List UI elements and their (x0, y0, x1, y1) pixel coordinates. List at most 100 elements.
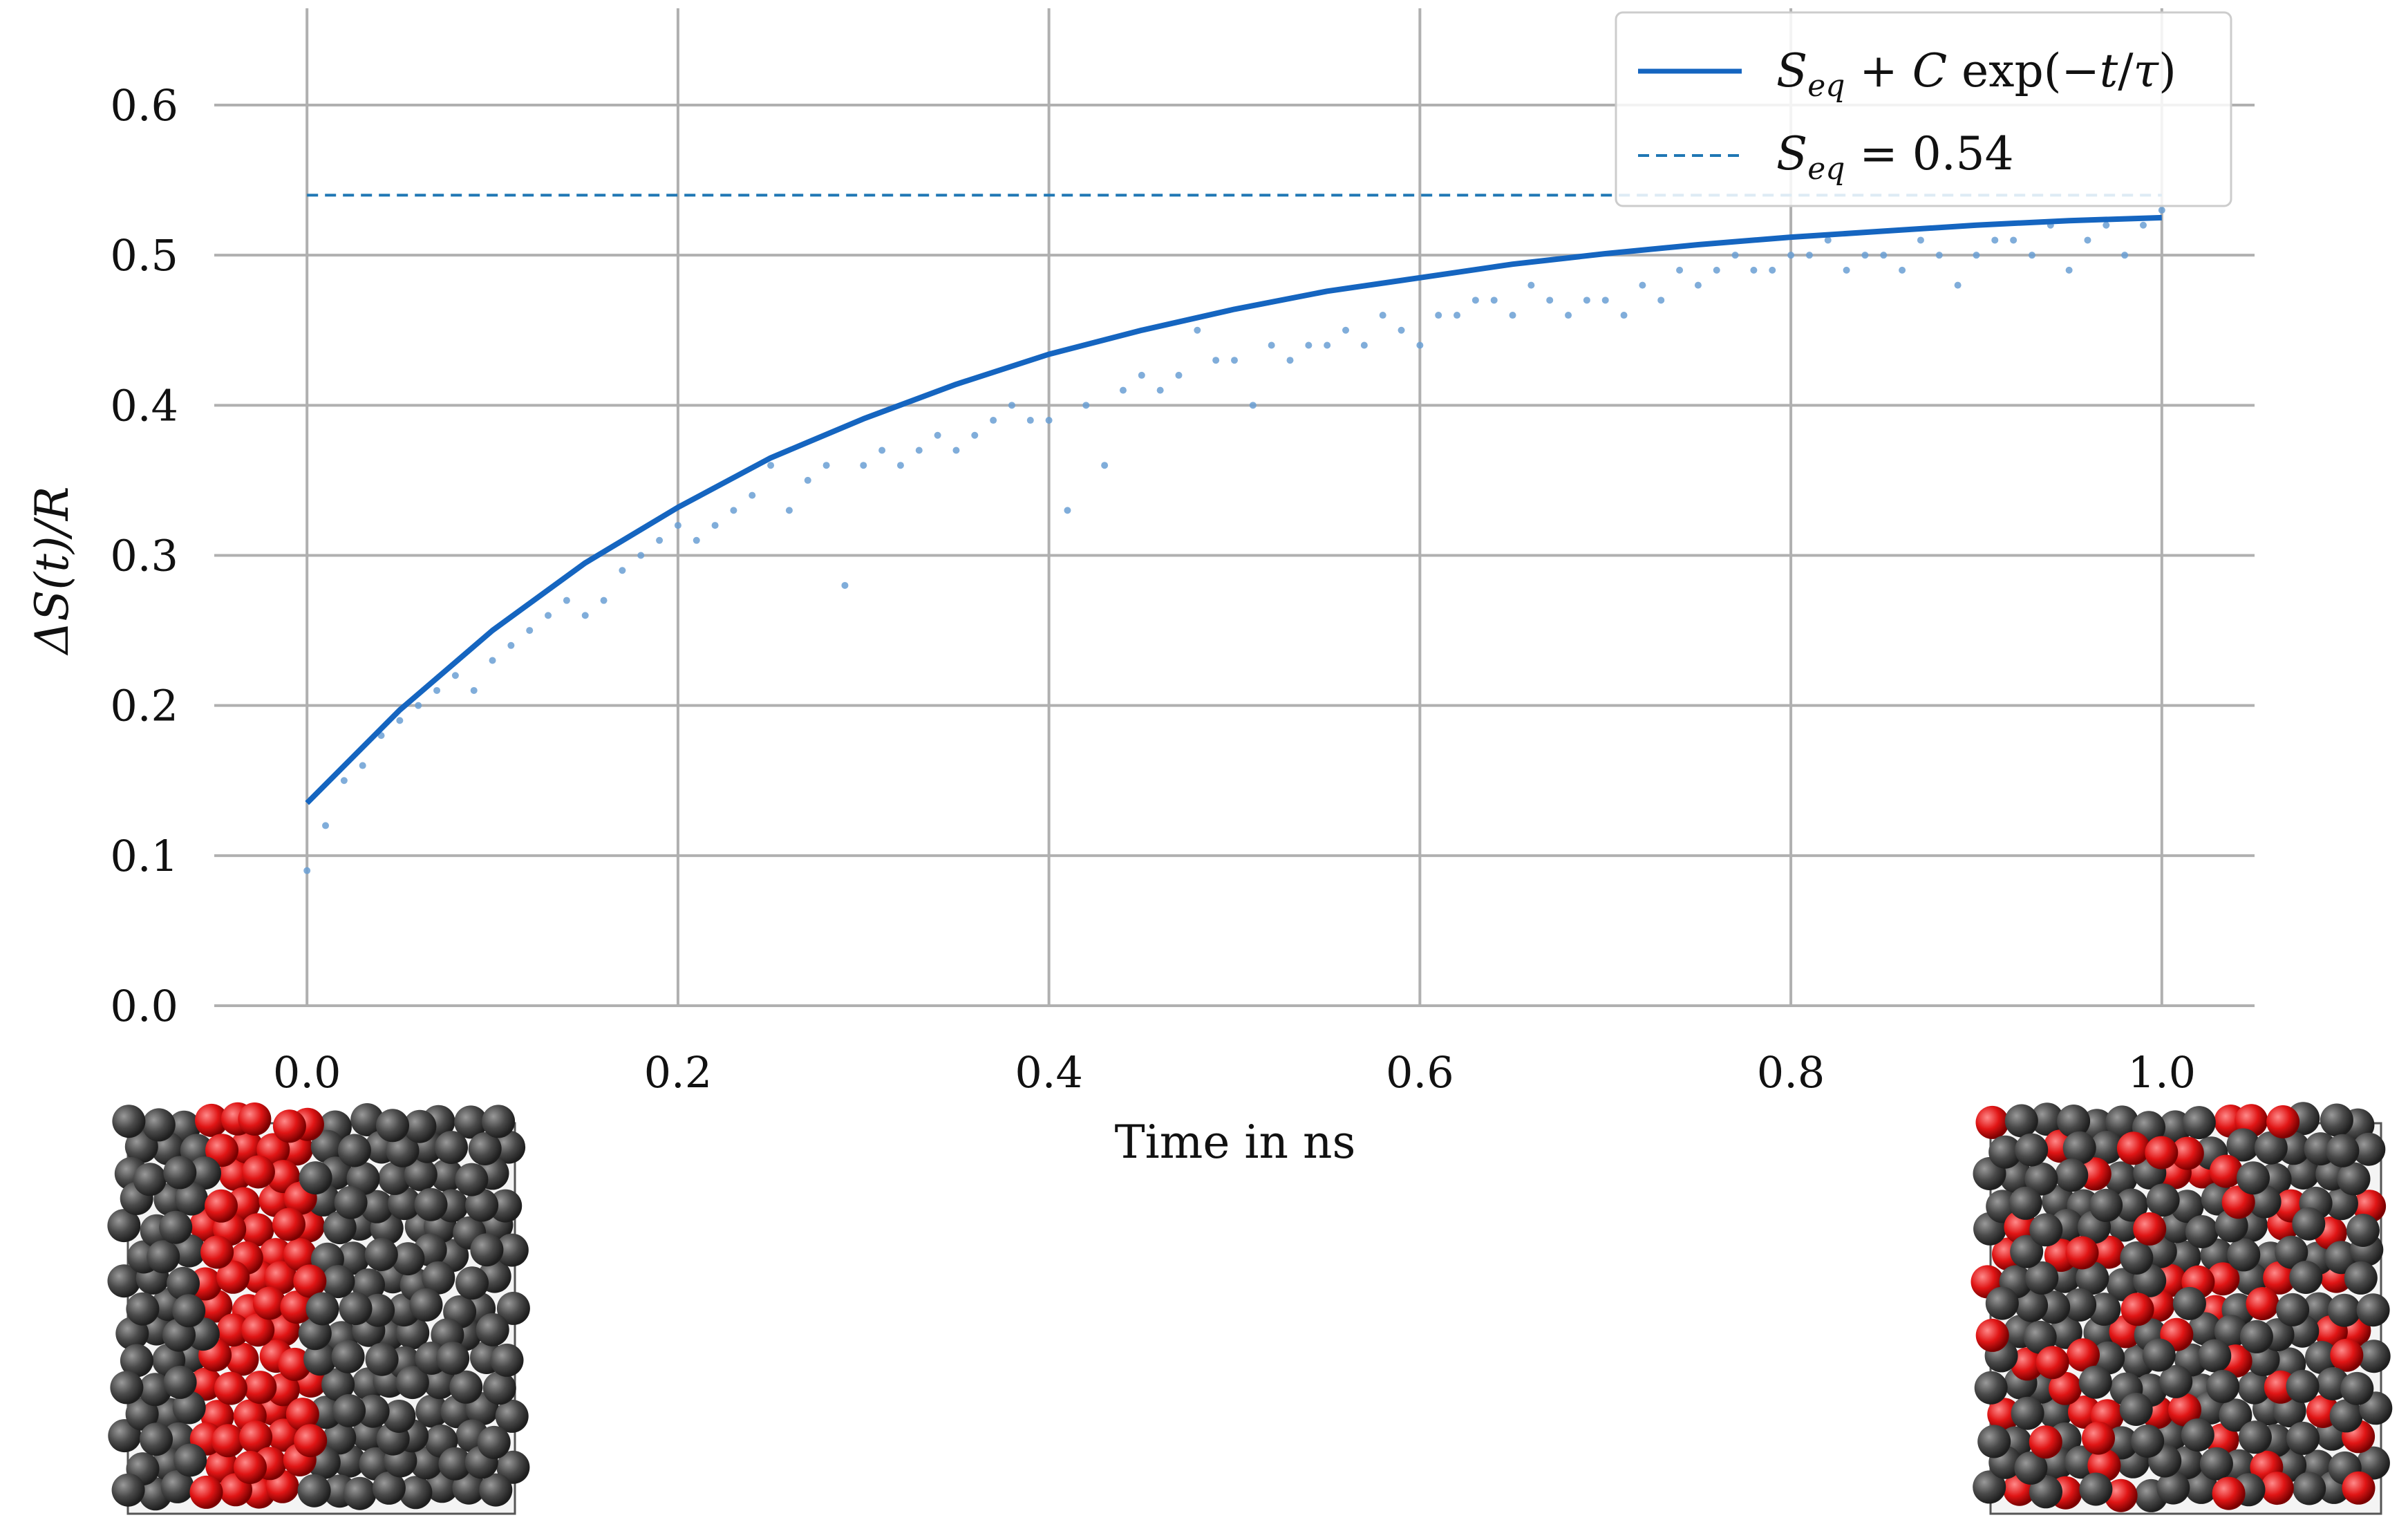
y-tick-label: 0.0 (110, 981, 178, 1031)
scatter-point (1101, 462, 1109, 469)
scatter-point (1509, 312, 1516, 319)
gray-particle (468, 1132, 502, 1165)
gray-particle (430, 1158, 464, 1192)
gray-particle (140, 1422, 173, 1456)
y-tick-label: 0.4 (110, 380, 178, 431)
gray-particle (2275, 1235, 2308, 1269)
gray-particle (331, 1340, 365, 1373)
scatter-point (1175, 371, 1183, 379)
scatter-point (451, 672, 459, 679)
red-particle (2145, 1136, 2179, 1170)
scatter-point (1935, 252, 1943, 259)
scatter-point (915, 447, 923, 454)
scatter-point (1954, 281, 1962, 289)
gray-particle (2114, 1188, 2148, 1222)
y-axis-label: ΔS(t)/R (26, 487, 79, 657)
scatter-point (1880, 252, 1888, 259)
red-particle (2342, 1471, 2376, 1505)
scatter-point (1082, 402, 1090, 409)
gray-particle (2182, 1106, 2216, 1140)
gray-particle (323, 1421, 357, 1455)
scatter-point (303, 867, 311, 874)
gray-particle (120, 1344, 153, 1378)
gray-particle (2029, 1213, 2063, 1247)
x-tick-label: 1.0 (2128, 1047, 2197, 1098)
gray-particle (2292, 1207, 2326, 1241)
gray-particle (142, 1108, 176, 1142)
gray-particle (2131, 1425, 2165, 1458)
gray-particle (337, 1134, 371, 1167)
scatter-point (693, 536, 700, 544)
scatter-point (1212, 357, 1220, 364)
gray-particle (2106, 1268, 2140, 1302)
red-particle (252, 1286, 286, 1320)
gray-particle (2324, 1241, 2358, 1275)
red-particle (241, 1213, 274, 1247)
scatter-point (619, 567, 626, 574)
gray-particle (2023, 1320, 2057, 1354)
gray-particle (2293, 1472, 2326, 1505)
gray-particle (2320, 1103, 2353, 1137)
scatter-point (1231, 357, 1238, 364)
red-particle (211, 1424, 245, 1458)
gray-particle (2237, 1371, 2271, 1405)
scatter-point (785, 507, 793, 514)
gray-particle (310, 1129, 344, 1163)
gray-particle (2078, 1365, 2112, 1399)
gray-particle (449, 1370, 483, 1404)
red-particle (225, 1342, 259, 1376)
scatter-point (1824, 236, 1832, 244)
gray-particle (2199, 1447, 2233, 1481)
gray-particle (188, 1156, 221, 1190)
gray-particle (305, 1292, 339, 1326)
scatter-point (1156, 386, 1164, 394)
gray-particle (2156, 1471, 2190, 1505)
scatter-point (2158, 207, 2165, 214)
x-axis-label: Time in ns (1115, 1116, 1356, 1169)
scatter-point (1657, 297, 1665, 304)
gray-particle (2055, 1158, 2089, 1192)
y-axis-ticks: 0.0 0.1 0.2 0.3 0.4 0.5 0.6 (110, 80, 178, 1031)
gray-particle (2352, 1132, 2386, 1166)
gray-particle (163, 1156, 197, 1190)
legend: Seq + C exp(−t/τ) Seq = 0.54 (1615, 11, 2232, 207)
scatter-point (1490, 297, 1498, 304)
gray-particle (382, 1400, 416, 1433)
gray-particle (2057, 1105, 2091, 1138)
gray-particle (2324, 1187, 2358, 1221)
scatter-point (1045, 417, 1053, 424)
gray-particle (126, 1292, 160, 1326)
gray-particle (2062, 1131, 2096, 1165)
red-particle (1975, 1318, 2009, 1352)
red-particle (189, 1475, 223, 1509)
red-particle (264, 1261, 298, 1295)
gray-particle (422, 1261, 455, 1295)
gray-particle (2010, 1234, 2044, 1268)
gray-particle (455, 1266, 489, 1300)
gray-particle (343, 1476, 377, 1510)
scatter-point (1713, 266, 1720, 274)
red-particle (2246, 1287, 2279, 1321)
scatter-point (1565, 312, 1572, 319)
gray-particle (399, 1476, 433, 1510)
red-particle (280, 1290, 314, 1324)
gray-particle (482, 1105, 516, 1138)
gray-particle (2214, 1315, 2248, 1349)
scatter-point (1787, 252, 1795, 259)
red-particle (238, 1102, 272, 1136)
gray-particle (2015, 1288, 2049, 1322)
gray-particle (107, 1264, 141, 1298)
red-particle (216, 1260, 250, 1294)
scatter-point (637, 552, 645, 559)
scatter-point (359, 762, 366, 769)
gray-particle (2004, 1104, 2038, 1138)
gray-particle (175, 1182, 208, 1216)
legend-label-seq: Seq = 0.54 (1776, 127, 2014, 187)
gray-particle (455, 1163, 489, 1196)
gray-particle (147, 1240, 180, 1274)
gray-particle (435, 1131, 468, 1164)
scatter-point (470, 686, 478, 694)
scatter-point (1342, 326, 1350, 334)
gray-particle (172, 1391, 206, 1425)
gray-particle (404, 1158, 438, 1192)
